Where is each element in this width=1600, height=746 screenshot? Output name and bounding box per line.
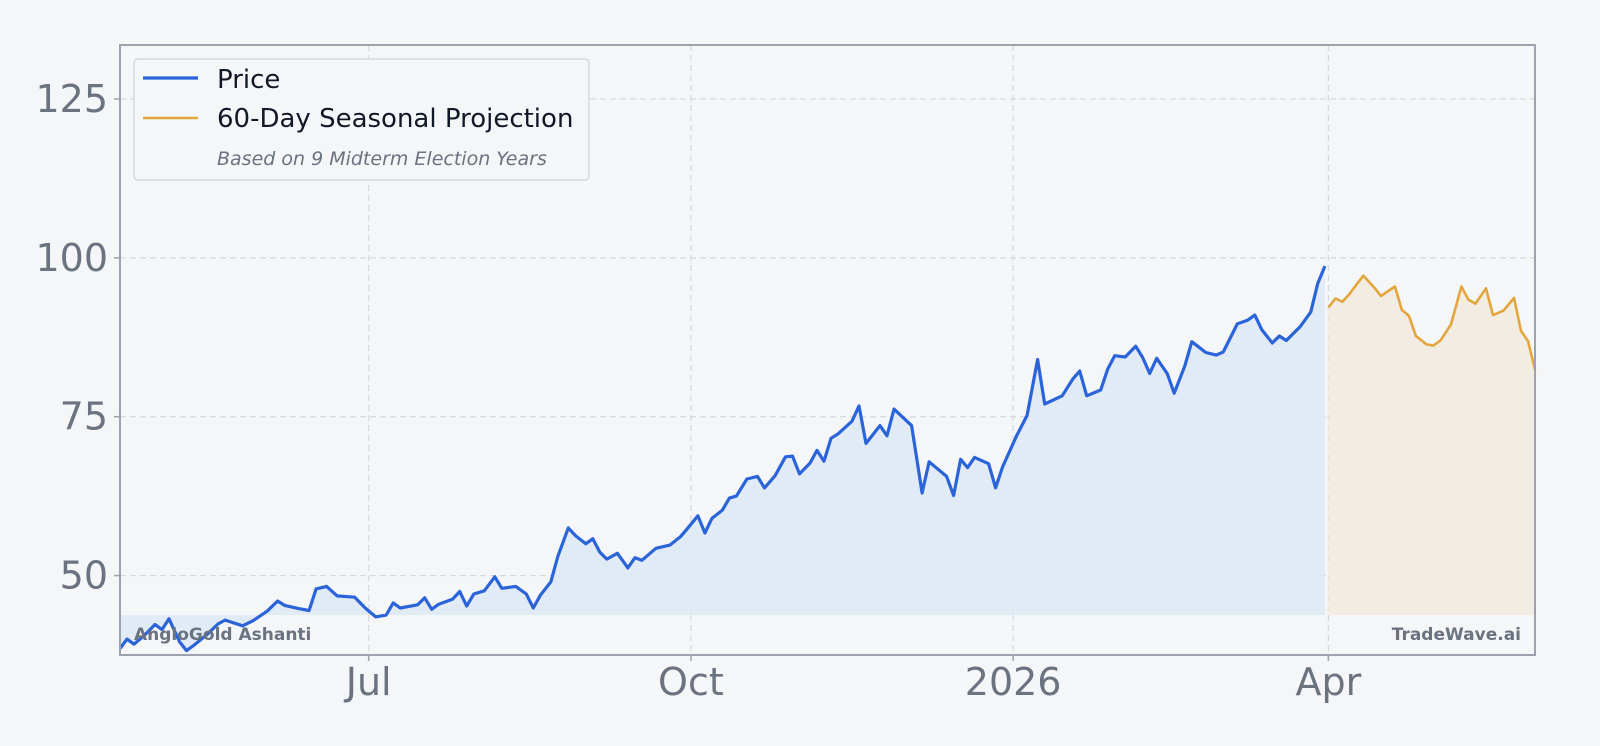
x-tick-label: Oct	[658, 660, 724, 704]
legend-label-price: Price	[217, 65, 280, 95]
price-line	[118, 265, 1327, 653]
y-tick-label: 75	[60, 395, 108, 439]
y-tick-label: 100	[35, 236, 108, 280]
legend-note: Based on 9 Midterm Election Years	[217, 148, 547, 170]
projection-line	[1327, 274, 1537, 371]
x-tick-label: Apr	[1295, 660, 1361, 704]
x-tick-label: 2026	[965, 660, 1062, 704]
y-tick-label: 125	[35, 77, 108, 121]
plot-frame	[119, 44, 1536, 656]
x-axis: Jul Oct 2026 Apr	[344, 655, 1362, 704]
projection-area	[1328, 275, 1535, 615]
watermark-ticker: AngloGold Ashanti	[134, 625, 311, 645]
y-tick-label: 50	[60, 554, 108, 598]
price-area	[120, 266, 1325, 651]
legend: Price 60-Day Seasonal Projection Based o…	[133, 58, 590, 181]
y-axis: 50 75 100 125	[35, 77, 120, 598]
legend-box	[133, 58, 590, 181]
watermark-brand: TradeWave.ai	[1392, 625, 1521, 645]
legend-label-projection: 60-Day Seasonal Projection	[217, 104, 573, 134]
x-tick-label: Jul	[344, 660, 392, 704]
